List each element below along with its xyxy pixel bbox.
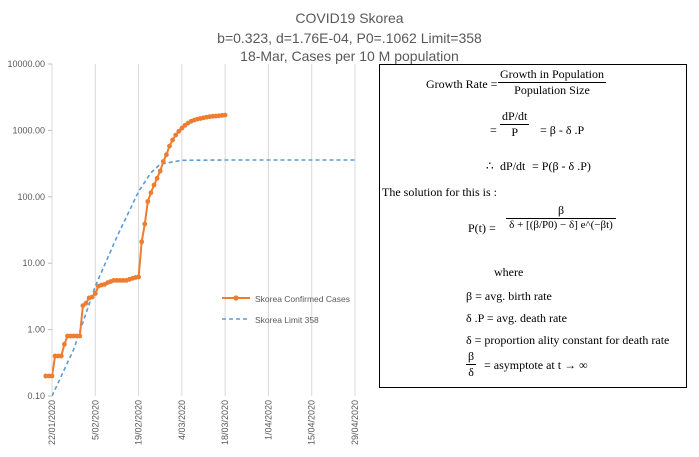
x-tick-label: 1/04/2020 bbox=[263, 400, 273, 440]
solution-fraction: β δ + [(β/P0) − δ] e^(−βt) bbox=[506, 203, 616, 231]
legend-lines bbox=[222, 295, 250, 320]
y-tick-label: 0.10 bbox=[27, 391, 45, 401]
x-tick-label: 19/02/2020 bbox=[134, 400, 144, 445]
confirmed-point bbox=[145, 199, 151, 204]
gridlines bbox=[51, 64, 356, 396]
fraction-bar bbox=[498, 82, 606, 83]
dpdt-over-p-fraction: dP/dt P bbox=[500, 109, 530, 140]
x-tick-label: 18/03/2020 bbox=[220, 400, 230, 445]
y-tick-label: 1000.00 bbox=[12, 125, 45, 135]
x-tick-label: 15/04/2020 bbox=[307, 400, 317, 445]
x-tick-label: 29/04/2020 bbox=[350, 400, 360, 445]
def-proportionality: δ = proportion ality constant for death … bbox=[466, 333, 670, 347]
solution-text: The solution for this is : bbox=[382, 185, 497, 199]
x-tick-label: 4/03/2020 bbox=[177, 400, 187, 440]
confirmed-point bbox=[179, 125, 185, 131]
growth-rate-fraction: Growth in Population Population Size bbox=[498, 67, 606, 98]
p-denominator: P bbox=[511, 125, 519, 139]
confirmed-point bbox=[222, 112, 228, 118]
rhs-logistic: = P(β - δ .P) bbox=[532, 159, 591, 173]
therefore-symbol: ∴ bbox=[486, 159, 494, 173]
y-tick-label: 1.00 bbox=[27, 325, 45, 335]
confirmed-point bbox=[167, 143, 172, 149]
def-birth-rate: β = avg. birth rate bbox=[466, 289, 552, 303]
confirmed-point bbox=[154, 175, 160, 181]
chart-subtitle-params: b=0.323, d=1.76E-04, P0=.1062 Limit=358 bbox=[217, 30, 482, 46]
formula-panel: Growth Rate = Growth in Population Popul… bbox=[379, 64, 687, 388]
fraction-bar bbox=[466, 364, 477, 365]
legend-limit-label: Skorea Limit 358 bbox=[255, 315, 319, 325]
solution-numerator: β bbox=[557, 203, 565, 217]
confirmed-point bbox=[148, 190, 154, 196]
dpdt-expression: dP/dt bbox=[500, 159, 526, 173]
dpdt-numerator: dP/dt bbox=[502, 109, 528, 123]
confirmed-point bbox=[49, 373, 55, 379]
def-asymptote: = asymptote at t → ∞ bbox=[484, 358, 588, 372]
legend-confirmed-label: Skorea Confirmed Cases bbox=[255, 294, 350, 304]
rhs-birth-minus-death: = β - δ .P bbox=[540, 123, 585, 137]
x-tick-label: 5/02/2020 bbox=[90, 400, 100, 440]
y-tick-label: 10000.00 bbox=[7, 59, 45, 69]
asymptote-numerator: β bbox=[468, 349, 475, 363]
def-death-rate: δ .P = avg. death rate bbox=[466, 311, 567, 325]
confirmed-point bbox=[139, 239, 145, 245]
x-tick-label: 22/01/2020 bbox=[47, 400, 57, 445]
growth-rate-numerator: Growth in Population bbox=[500, 67, 604, 81]
chart-title: COVID19 Skorea bbox=[295, 10, 404, 26]
confirmed-point bbox=[58, 353, 64, 359]
fraction-bar bbox=[500, 124, 530, 125]
growth-rate-label: Growth Rate = bbox=[426, 77, 498, 91]
confirmed-point bbox=[92, 291, 98, 296]
dt-symbol-2: dt bbox=[516, 159, 526, 173]
confirmed-point bbox=[83, 300, 89, 306]
confirmed-point bbox=[176, 128, 182, 134]
confirmed-point bbox=[173, 132, 179, 138]
solution-denominator: δ + [(β/P0) − δ] e^(−βt) bbox=[509, 219, 613, 231]
confirmed-point bbox=[62, 341, 67, 347]
y-tick-label: 100.00 bbox=[17, 192, 45, 202]
dp-symbol-2: dP bbox=[500, 159, 513, 173]
dt-symbol: dt bbox=[518, 109, 528, 123]
confirmed-point bbox=[170, 137, 176, 143]
fraction-bar bbox=[506, 218, 616, 219]
confirmed-point bbox=[89, 294, 95, 300]
pt-label: P(t) = bbox=[468, 221, 496, 235]
dp-symbol: dP bbox=[502, 109, 515, 123]
series-layer bbox=[43, 112, 355, 396]
growth-rate-denominator: Population Size bbox=[514, 83, 590, 97]
y-axis-ticks: 0.10 1.00 10.00 100.00 1000.00 10000.00 bbox=[7, 59, 52, 401]
confirmed-point bbox=[151, 182, 157, 188]
confirmed-point bbox=[136, 274, 142, 280]
asymptote-fraction: β δ bbox=[466, 349, 477, 380]
confirmed-point bbox=[164, 152, 169, 158]
confirmed-point bbox=[157, 168, 163, 174]
confirmed-point bbox=[160, 159, 166, 164]
confirmed-point bbox=[77, 333, 83, 339]
x-axis-ticks: 22/01/2020 5/02/2020 19/02/2020 4/03/2020 18… bbox=[47, 400, 360, 445]
y-tick-label: 10.00 bbox=[22, 258, 45, 268]
legend-confirmed-marker bbox=[233, 295, 239, 301]
asymptote-denominator: δ bbox=[468, 365, 474, 379]
chart-subtitle-date: 18-Mar, Cases per 10 M population bbox=[240, 48, 459, 64]
where-text: where bbox=[494, 265, 524, 279]
confirmed-point bbox=[142, 221, 148, 227]
equals-sign: = bbox=[490, 123, 497, 137]
